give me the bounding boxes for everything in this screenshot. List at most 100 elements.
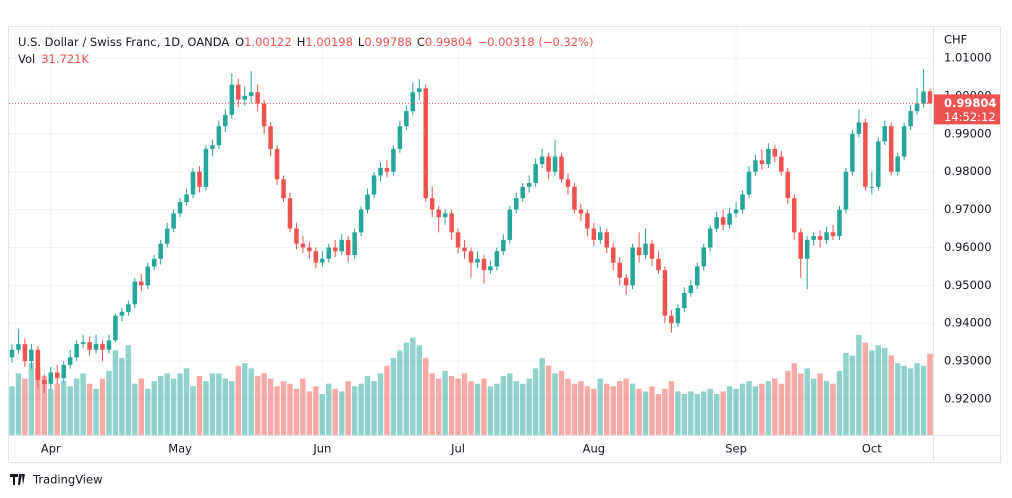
last-price-label: 0.99804 — [944, 96, 996, 110]
candle-body — [417, 88, 422, 93]
volume-bar — [429, 373, 435, 435]
volume-bar — [183, 368, 190, 435]
candle-body — [22, 344, 28, 362]
candle-body — [824, 232, 829, 240]
candle-body — [636, 247, 642, 256]
candle-body — [216, 126, 222, 146]
volume-bar — [345, 381, 351, 435]
candle-body — [307, 247, 312, 252]
volume-bar — [668, 381, 675, 435]
candle-body — [106, 340, 112, 350]
volume-bar — [713, 393, 720, 435]
volume-bar — [894, 363, 901, 435]
candle-body — [882, 126, 888, 142]
volume-bar — [435, 378, 442, 435]
candle-body — [300, 243, 306, 248]
candle-body — [811, 236, 816, 240]
volume-bar — [843, 352, 849, 435]
candle-body — [643, 243, 648, 256]
volume-bar — [810, 378, 817, 435]
ohlc-value: 0.99804 — [425, 35, 473, 49]
volume-bar — [132, 383, 138, 435]
volume-bar — [216, 373, 222, 435]
candle-body — [481, 258, 487, 271]
volume-bar — [726, 386, 733, 435]
volume-bar — [48, 388, 54, 435]
volume-bar — [248, 368, 254, 435]
candle-body — [740, 194, 745, 210]
volume-bar — [112, 350, 119, 435]
candle-body — [701, 247, 706, 267]
candle-body — [572, 186, 577, 210]
volume-bar — [455, 378, 461, 435]
volume-bar — [67, 386, 73, 435]
candle-body — [837, 209, 842, 237]
ohlc-label: C — [417, 35, 425, 49]
candle-body — [384, 167, 390, 172]
ohlc-label: O — [235, 35, 244, 49]
candle-body — [791, 198, 797, 233]
y-tick-label: 0.93000 — [944, 354, 992, 368]
volume-bar — [377, 373, 384, 435]
candle-body — [365, 194, 370, 210]
volume-bar — [293, 388, 300, 435]
candle-body — [158, 243, 163, 259]
candle-body — [132, 281, 138, 305]
candle-body — [688, 285, 694, 293]
candle-body — [559, 156, 564, 180]
candle-body — [151, 258, 157, 267]
volume-bar — [157, 376, 164, 435]
candles — [9, 69, 933, 394]
volume-bar — [261, 373, 267, 435]
candle-body — [371, 175, 377, 195]
brand-name: TradingView — [32, 473, 102, 487]
volume-bar — [720, 391, 726, 435]
candle-body — [67, 357, 73, 365]
candle-body — [332, 247, 338, 252]
volume-bar — [222, 378, 229, 435]
candle-body — [533, 164, 538, 184]
candle-body — [766, 148, 771, 165]
candle-body — [74, 344, 79, 358]
candle-body — [759, 160, 765, 165]
volume-bar — [752, 386, 759, 435]
candle-body — [850, 133, 855, 172]
volume-bar — [558, 370, 565, 435]
candle-body — [598, 232, 603, 240]
volume-bar — [623, 378, 629, 435]
volume-bar — [539, 358, 545, 435]
candle-body — [449, 213, 454, 233]
volume-bar — [869, 350, 875, 435]
volume-bar — [907, 368, 914, 435]
candle-body — [223, 114, 228, 127]
candle-body — [856, 122, 862, 134]
last-price-badge — [934, 94, 1000, 125]
volume-bar — [280, 381, 287, 435]
volume-bar — [93, 388, 99, 435]
candle-body — [895, 156, 900, 172]
volume-bar — [797, 373, 804, 435]
volume-bar — [474, 383, 481, 435]
legend-line: U.S. Dollar / Swiss Franc, 1D, OANDA O1.0… — [18, 35, 593, 49]
y-tick-label: 0.92000 — [944, 392, 992, 406]
ohlc-label: L — [358, 35, 365, 49]
volume-bar — [125, 345, 132, 435]
volume-pane — [9, 335, 933, 435]
volume-bar — [145, 388, 151, 435]
candle-body — [501, 239, 506, 252]
volume-bar — [785, 370, 791, 435]
candle-body — [126, 304, 131, 312]
candle-body — [16, 344, 21, 350]
volume-bar — [765, 381, 772, 435]
volume-bar — [500, 376, 507, 435]
candle-body — [552, 156, 558, 172]
x-tick-label: Jun — [312, 442, 331, 456]
candle-body — [869, 186, 875, 188]
candle-body — [229, 84, 235, 115]
candle-body — [119, 311, 125, 316]
volume-bar — [642, 391, 649, 435]
candle-body — [669, 315, 674, 324]
candle-body — [901, 126, 907, 157]
candle-body — [753, 160, 758, 172]
candle-body — [48, 372, 54, 384]
